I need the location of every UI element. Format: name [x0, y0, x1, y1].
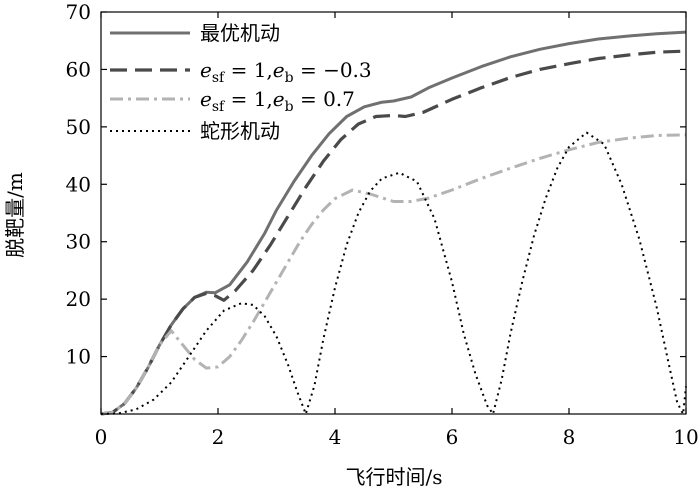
plot-frame [100, 11, 687, 415]
series-line-4 [100, 131, 687, 415]
series-line-3 [100, 133, 687, 416]
y-tick-label: 40 [66, 172, 91, 196]
legend-label-4: 蛇形机动 [200, 119, 280, 143]
series-line-2 [100, 49, 687, 416]
y-tick-label: 30 [66, 230, 91, 254]
legend-label-3: esf = 1,eb = 0.7 [200, 87, 355, 115]
x-tick-label: 2 [212, 425, 225, 449]
series-line-1 [100, 30, 687, 416]
legend-label-2: esf = 1,eb = −0.3 [200, 58, 372, 86]
legend-label-1: 最优机动 [200, 21, 280, 45]
x-axis-label: 飞行时间/s [345, 465, 442, 489]
y-tick-label: 70 [66, 0, 91, 24]
x-tick-label: 6 [446, 425, 459, 449]
y-axis-label: 脱靶量/m [3, 172, 27, 258]
axes: 0 2 4 6 8 10 10 20 30 40 50 60 70 [66, 0, 699, 449]
x-tick-label: 8 [563, 425, 576, 449]
y-tick-label: 10 [66, 345, 91, 369]
y-tick-label: 60 [66, 57, 91, 81]
plot-lines [100, 30, 687, 416]
x-tick-label: 0 [95, 425, 108, 449]
x-tick-label: 10 [673, 425, 698, 449]
y-tick-label: 20 [66, 287, 91, 311]
y-tick-label: 50 [66, 115, 91, 139]
x-tick-label: 4 [329, 425, 342, 449]
